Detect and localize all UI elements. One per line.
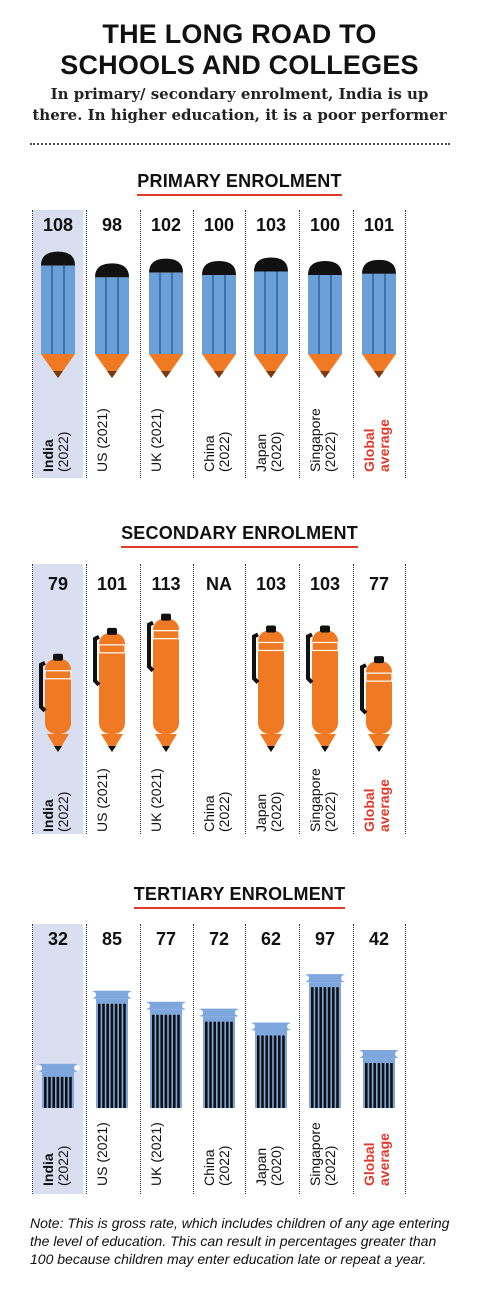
value-label: 100 <box>309 215 341 235</box>
column-separator <box>245 210 246 478</box>
column-separator <box>140 210 141 478</box>
category-name: India <box>40 1153 56 1186</box>
pillar-bar <box>357 1050 401 1108</box>
chart-subtitle: In primary/ secondary enrolment, India i… <box>0 84 479 126</box>
category-name: Global <box>361 1142 377 1186</box>
column-separator <box>353 210 354 478</box>
value-label: 32 <box>47 929 69 949</box>
column-separator <box>86 210 87 478</box>
section-heading: SECONDARY ENROLMENT <box>0 522 479 548</box>
column-separator <box>353 924 354 1194</box>
pillar-bar <box>197 1008 241 1108</box>
pencil-bar <box>362 259 396 378</box>
value-label: 77 <box>155 929 177 949</box>
column-separator <box>32 210 33 478</box>
column-separator <box>32 564 33 834</box>
pencil-bar <box>254 257 288 378</box>
value-label: 103 <box>309 574 341 594</box>
column-separator <box>299 210 300 478</box>
column-separator <box>140 924 141 1194</box>
column-separator <box>86 564 87 834</box>
pillar-bar <box>249 1022 293 1108</box>
value-label: 77 <box>368 574 390 594</box>
pillar-bar <box>144 1001 188 1108</box>
column-separator <box>353 564 354 834</box>
pillar-bar <box>303 974 347 1108</box>
value-label: 42 <box>368 929 390 949</box>
section-heading: TERTIARY ENROLMENT <box>0 883 479 909</box>
category-year: average <box>376 1133 392 1186</box>
pencil-bar <box>149 258 183 378</box>
column-separator <box>299 924 300 1194</box>
section-title: PRIMARY ENROLMENT <box>137 170 342 196</box>
pen-bar <box>306 625 339 752</box>
value-label: 97 <box>314 929 336 949</box>
category-year: (2022) <box>216 1145 232 1186</box>
category-year: (2022) <box>322 1145 338 1186</box>
column-separator <box>405 210 406 478</box>
pen-bar <box>39 653 72 752</box>
section-title: TERTIARY ENROLMENT <box>133 883 346 909</box>
value-label: 72 <box>208 929 230 949</box>
subtitle-line-2: there. In higher education, it is a poor… <box>32 106 447 124</box>
value-label: 79 <box>47 574 69 594</box>
category-name: UK (2021) <box>148 1122 164 1186</box>
category-name: US (2021) <box>94 1122 110 1186</box>
title-line-2: SCHOOLS AND COLLEGES <box>60 50 419 80</box>
pencil-bar <box>41 251 75 378</box>
pillar-bar <box>36 1063 80 1108</box>
pen-bar <box>93 627 126 752</box>
pen-bar <box>147 613 180 752</box>
india-highlight-column <box>33 924 83 1194</box>
dotted-divider <box>30 143 450 145</box>
value-label: 85 <box>101 929 123 949</box>
title-line-1: THE LONG ROAD TO <box>102 19 377 49</box>
subtitle-line-1: In primary/ secondary enrolment, India i… <box>50 85 429 103</box>
value-label: 103 <box>255 574 287 594</box>
value-label: 100 <box>203 215 235 235</box>
chart-title: THE LONG ROAD TO SCHOOLS AND COLLEGES <box>0 19 479 81</box>
value-label: 101 <box>96 574 128 594</box>
section-heading: PRIMARY ENROLMENT <box>0 170 479 196</box>
value-label: 113 <box>151 574 181 594</box>
column-separator <box>193 924 194 1194</box>
column-separator <box>193 210 194 478</box>
category-name: Japan <box>253 1147 269 1186</box>
value-label: 102 <box>150 215 182 235</box>
pencil-bar <box>202 261 236 378</box>
value-label: 101 <box>363 215 395 235</box>
column-separator <box>405 564 406 834</box>
value-label: 108 <box>42 215 74 235</box>
column-separator <box>86 924 87 1194</box>
value-label: 98 <box>101 215 123 235</box>
pencil-bar <box>308 261 342 378</box>
value-label: NA <box>206 574 232 594</box>
column-separator <box>405 924 406 1194</box>
column-separator <box>299 564 300 834</box>
column-separator <box>140 564 141 834</box>
pencil-bar <box>95 263 129 378</box>
category-year: (2022) <box>55 1145 71 1186</box>
column-separator <box>245 564 246 834</box>
footnote: Note: This is gross rate, which includes… <box>30 1215 450 1267</box>
category-name: China <box>201 1149 217 1186</box>
pen-bar <box>252 625 285 752</box>
pillar-bar <box>90 990 134 1108</box>
category-name: Singapore <box>307 1122 323 1186</box>
column-separator <box>32 924 33 1194</box>
column-separator <box>193 564 194 834</box>
category-year: (2020) <box>268 1145 284 1186</box>
column-separator <box>245 924 246 1194</box>
section-title: SECONDARY ENROLMENT <box>121 522 358 548</box>
value-label: 103 <box>255 215 287 235</box>
value-label: 62 <box>260 929 282 949</box>
pen-bar <box>360 656 393 752</box>
